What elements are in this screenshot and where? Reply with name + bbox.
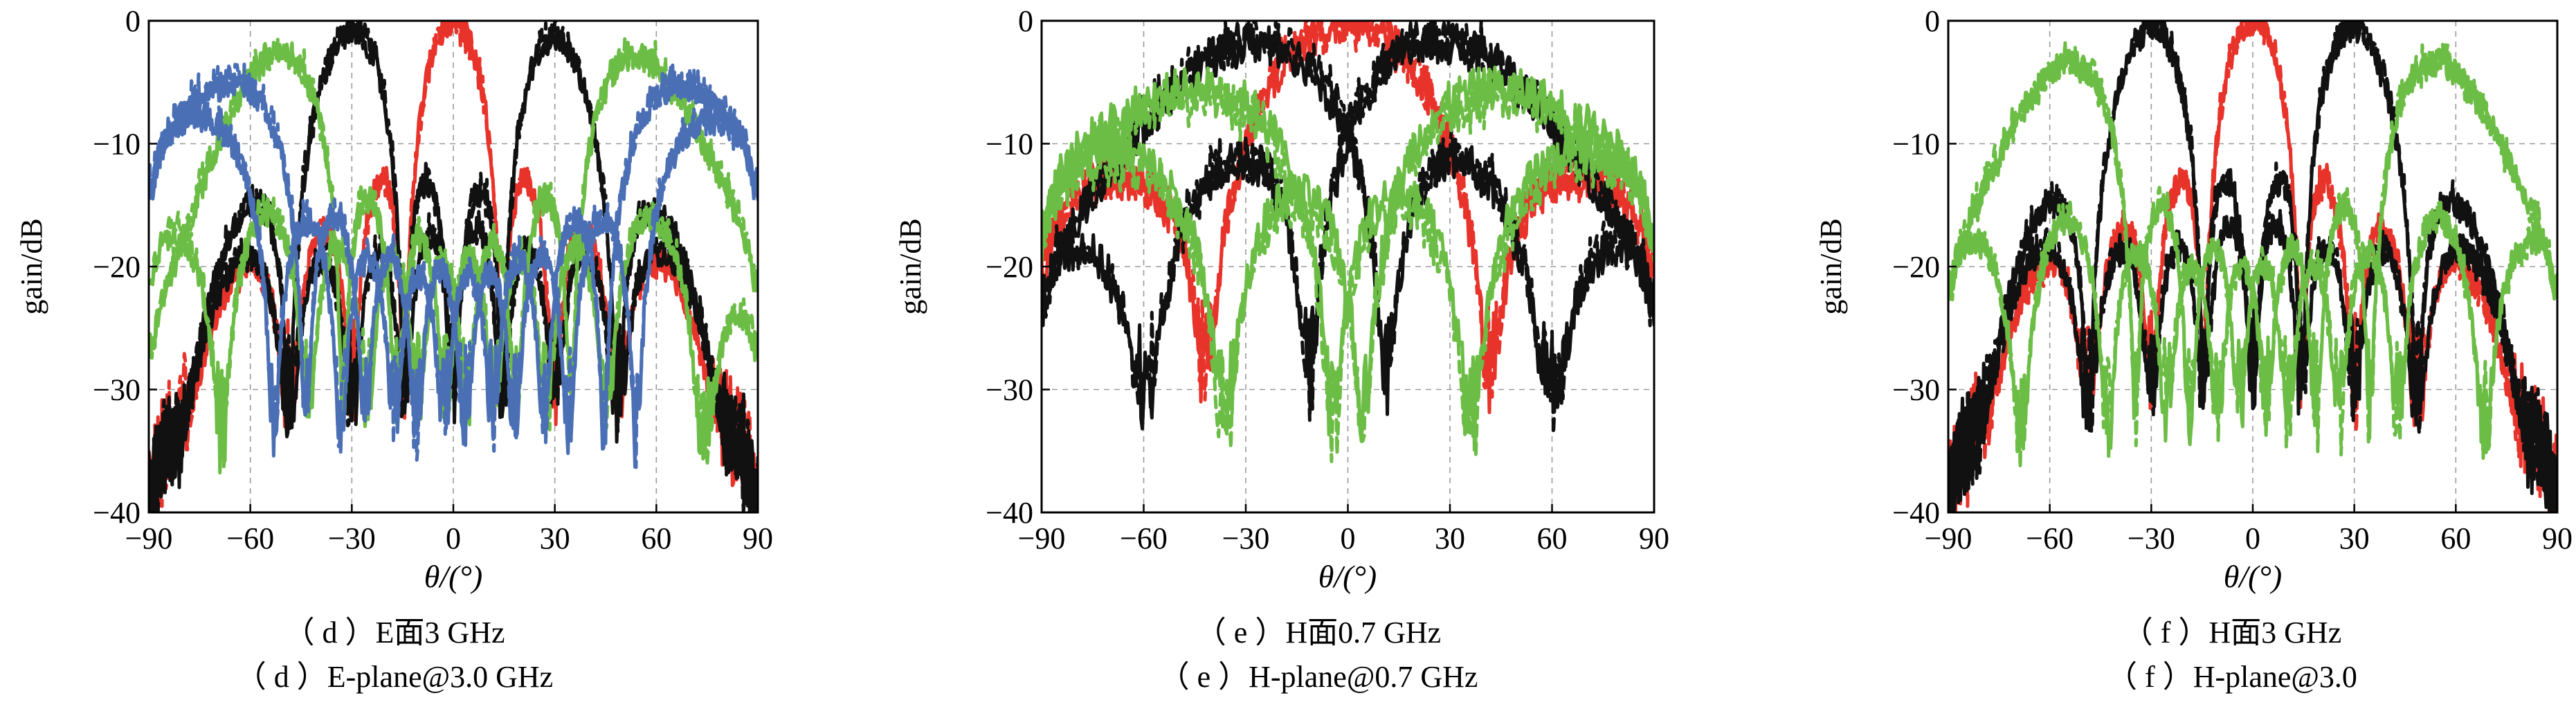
panel-e-caption-en: （ e ）H-plane@0.7 GHz <box>1159 660 1478 694</box>
series-line-simulated-5 <box>1948 21 2557 512</box>
y-tick-label: −10 <box>93 127 140 161</box>
panel-d-series-layer <box>149 21 758 512</box>
x-tick-label: 90 <box>1639 521 1669 555</box>
y-tick-label: −30 <box>1892 373 1940 407</box>
y-tick-label: −10 <box>986 127 1033 161</box>
y-tick-label: −40 <box>1892 496 1940 530</box>
y-tick-label: −40 <box>93 496 140 530</box>
y-tick-label: 0 <box>125 4 140 38</box>
series-line-simulated-9 <box>149 35 758 469</box>
x-tick-label: −90 <box>125 521 173 555</box>
y-tick-label: 0 <box>1925 4 1940 38</box>
y-tick-label: −40 <box>986 496 1033 530</box>
x-tick-label: 60 <box>2440 521 2471 555</box>
x-tick-label: −30 <box>328 521 376 555</box>
series-line-simulated-9 <box>1948 41 2557 469</box>
panel-d-caption-cn: （ d ）E面3 GHz <box>284 616 505 650</box>
y-tick-label: −30 <box>986 373 1033 407</box>
panel-d-ticks: −90 −60 −30 0 30 60 90 0 −10 −20 −30 −40 <box>93 4 773 555</box>
panel-f-ylabel: gain/dB <box>1814 218 1848 314</box>
panel-e-ylabel: gain/dB <box>894 218 927 314</box>
panel-d: −90 −60 −30 0 30 60 90 0 −10 −20 −30 −40 gain/dB θ/… <box>15 4 773 694</box>
y-tick-label: −30 <box>93 373 140 407</box>
series-line-simulated-11 <box>149 62 758 469</box>
panel-f-caption-en: （ f ）H-plane@3.0 <box>2107 660 2357 694</box>
x-tick-label: −60 <box>1120 521 1168 555</box>
x-tick-label: −90 <box>1925 521 1972 555</box>
panel-e-caption-cn: （ e ）H面0.7 GHz <box>1196 616 1441 650</box>
x-tick-label: −30 <box>2128 521 2175 555</box>
x-tick-label: 90 <box>2542 521 2573 555</box>
x-tick-label: −30 <box>1222 521 1270 555</box>
panel-e: −90 −60 −30 0 30 60 90 0 −10 −20 −30 −40 gain/dB θ/… <box>894 4 1669 694</box>
y-tick-label: −20 <box>986 250 1033 284</box>
y-tick-label: −10 <box>1892 127 1940 161</box>
panel-e-ticks: −90 −60 −30 0 30 60 90 0 −10 −20 −30 −40 <box>986 4 1669 555</box>
panel-e-series-layer <box>1042 21 1654 463</box>
y-tick-label: −20 <box>1892 250 1940 284</box>
series-line-simulated-5 <box>1042 21 1654 429</box>
x-tick-label: −90 <box>1018 521 1066 555</box>
y-tick-label: −20 <box>93 250 140 284</box>
x-tick-label: −60 <box>2026 521 2074 555</box>
x-tick-label: 30 <box>1435 521 1465 555</box>
panel-d-xlabel: θ/(°) <box>424 559 482 594</box>
x-tick-label: 60 <box>1537 521 1568 555</box>
x-tick-label: 0 <box>1341 521 1356 555</box>
panel-d-caption-en: （ d ）E-plane@3.0 GHz <box>236 660 553 694</box>
series-line-simulated-9 <box>1042 69 1654 450</box>
panel-d-ylabel: gain/dB <box>15 218 48 314</box>
series-line-simulated-13 <box>149 63 758 453</box>
panel-f-ticks: −90 −60 −30 0 30 60 90 0 −10 −20 −30 −40 <box>1892 4 2573 555</box>
x-tick-label: 0 <box>446 521 461 555</box>
panel-f-caption-cn: （ f ）H面3 GHz <box>2123 616 2342 650</box>
panel-f-xlabel: θ/(°) <box>2224 559 2282 594</box>
x-tick-label: 60 <box>641 521 671 555</box>
x-tick-label: 30 <box>2339 521 2370 555</box>
x-tick-label: 30 <box>540 521 570 555</box>
x-tick-label: 90 <box>743 521 773 555</box>
y-tick-label: 0 <box>1018 4 1033 38</box>
x-tick-label: −60 <box>226 521 274 555</box>
series-line-simulated-1 <box>1042 21 1654 402</box>
panel-f: −90 −60 −30 0 30 60 90 0 −10 −20 −30 −40 gain/dB θ/… <box>1814 4 2573 694</box>
panel-e-xlabel: θ/(°) <box>1318 559 1377 594</box>
panel-f-series-layer <box>1948 21 2557 512</box>
x-tick-label: 0 <box>2245 521 2260 555</box>
series-line-simulated-7 <box>1042 75 1654 463</box>
